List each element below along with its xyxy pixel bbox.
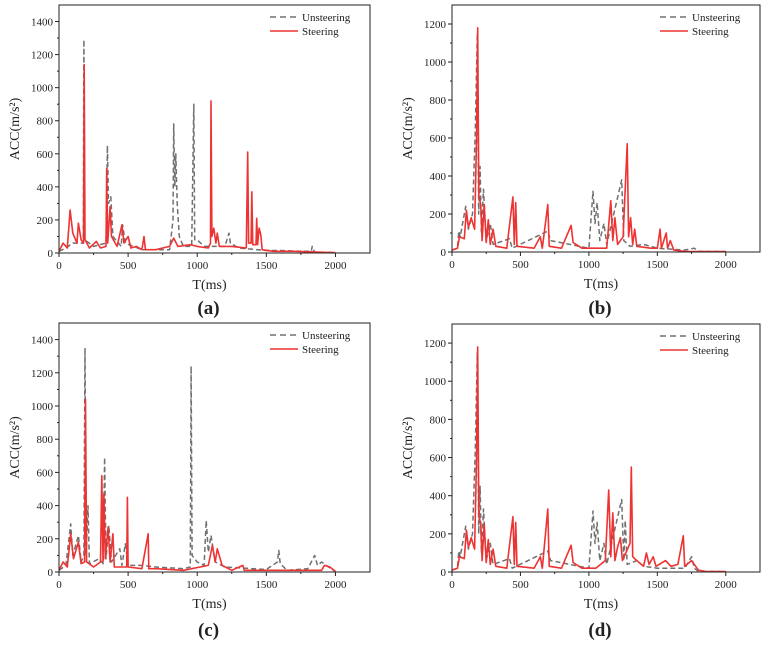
y-tick-label: 200 (37, 534, 54, 546)
subplot-b: 0 500 1000 1500 2000 0 200 400 600 800 1000 1200 T(m… (401, 4, 761, 319)
legend-label-steering: Steering (692, 345, 729, 357)
y-tick-label: 0 (48, 248, 54, 260)
legend-label-unsteering: Unsteering (692, 12, 741, 24)
x-tick-label: 1000 (578, 579, 601, 591)
y-tick-label: 1000 (31, 83, 54, 95)
x-tick-label: 1500 (646, 259, 669, 271)
x-tick-label: 1000 (186, 260, 209, 272)
y-tick-label: 600 (37, 467, 54, 479)
y-tick-label: 800 (430, 414, 447, 426)
y-tick-label: 600 (430, 133, 447, 145)
y-tick-label: 1400 (31, 335, 54, 347)
y-tick-label: 400 (37, 182, 54, 194)
y-tick-label: 0 (441, 567, 447, 579)
y-tick-label: 1200 (424, 19, 447, 31)
y-axis-label: ACC(m/s²) (401, 416, 416, 479)
x-axis-label: T(ms) (192, 597, 227, 612)
series-line-steering (59, 63, 336, 253)
x-tick-label: 0 (449, 579, 455, 591)
x-tick-label: 500 (512, 259, 529, 271)
y-tick-label: 600 (37, 149, 54, 161)
panel-label: (c) (198, 620, 219, 641)
y-tick-label: 1000 (424, 376, 447, 388)
subplot-d: 0 500 1000 1500 2000 0 200 400 600 800 1000 1200 T(m… (401, 323, 761, 641)
series-line-steering (59, 398, 336, 572)
axes-frame (58, 4, 371, 254)
y-tick-label: 200 (430, 529, 447, 541)
y-tick-label: 1400 (31, 17, 54, 29)
x-tick-label: 1500 (646, 579, 669, 591)
x-tick-label: 0 (56, 260, 62, 272)
y-tick-label: 1200 (424, 338, 447, 350)
y-tick-label: 1200 (31, 50, 54, 62)
x-tick-label: 2000 (324, 579, 347, 591)
legend-label-unsteering: Unsteering (302, 12, 351, 24)
y-tick-label: 600 (430, 453, 447, 465)
y-tick-label: 1000 (31, 401, 54, 413)
y-tick-label: 0 (48, 567, 54, 579)
series-line-steering (452, 26, 726, 252)
x-axis-label: T(ms) (584, 277, 619, 292)
y-tick-label: 800 (37, 434, 54, 446)
panel-label: (d) (588, 620, 611, 641)
y-tick-label: 1200 (31, 368, 54, 380)
x-tick-label: 1500 (255, 260, 278, 272)
x-tick-label: 0 (56, 579, 62, 591)
y-tick-label: 800 (430, 95, 447, 107)
panel-label: (b) (588, 298, 611, 319)
legend-label-unsteering: Unsteering (302, 330, 351, 342)
y-tick-label: 0 (441, 247, 447, 259)
x-tick-label: 1500 (255, 579, 278, 591)
x-tick-label: 500 (120, 260, 137, 272)
axes-frame (58, 322, 371, 573)
x-axis-label: T(ms) (584, 597, 619, 612)
x-tick-label: 2000 (324, 260, 347, 272)
x-tick-label: 0 (449, 259, 455, 271)
series-line-unsteering (59, 38, 336, 253)
x-tick-label: 500 (512, 579, 529, 591)
series-line-unsteering (452, 351, 726, 572)
y-tick-label: 400 (430, 491, 447, 503)
y-axis-label: ACC(m/s²) (8, 97, 23, 160)
series-line-steering (452, 346, 726, 572)
legend-label-steering: Steering (302, 26, 339, 38)
y-tick-label: 200 (430, 209, 447, 221)
subplot-a: 0 500 1000 1500 2000 0 200 400 600 800 1000 1200 140… (8, 4, 371, 319)
x-tick-label: 500 (120, 579, 137, 591)
y-axis-label: ACC(m/s²) (8, 416, 23, 479)
axes-frame (451, 323, 761, 573)
x-tick-label: 1000 (578, 259, 601, 271)
y-tick-label: 400 (430, 171, 447, 183)
y-tick-label: 1000 (424, 57, 447, 69)
subplot-c: 0 500 1000 1500 2000 0 200 400 600 800 1000 1200 140… (8, 322, 371, 641)
legend-label-unsteering: Unsteering (692, 331, 741, 343)
y-tick-label: 200 (37, 215, 54, 227)
legend-label-steering: Steering (692, 26, 729, 38)
y-tick-label: 400 (37, 501, 54, 513)
x-axis-label: T(ms) (192, 278, 227, 293)
x-tick-label: 2000 (715, 259, 738, 271)
panel-label: (a) (197, 298, 219, 319)
legend-label-steering: Steering (302, 344, 339, 356)
x-tick-label: 2000 (715, 579, 738, 591)
x-tick-label: 1000 (186, 579, 209, 591)
axes-frame (451, 4, 761, 253)
y-tick-label: 800 (37, 116, 54, 128)
y-axis-label: ACC(m/s²) (401, 97, 416, 160)
series-line-unsteering (452, 32, 726, 252)
